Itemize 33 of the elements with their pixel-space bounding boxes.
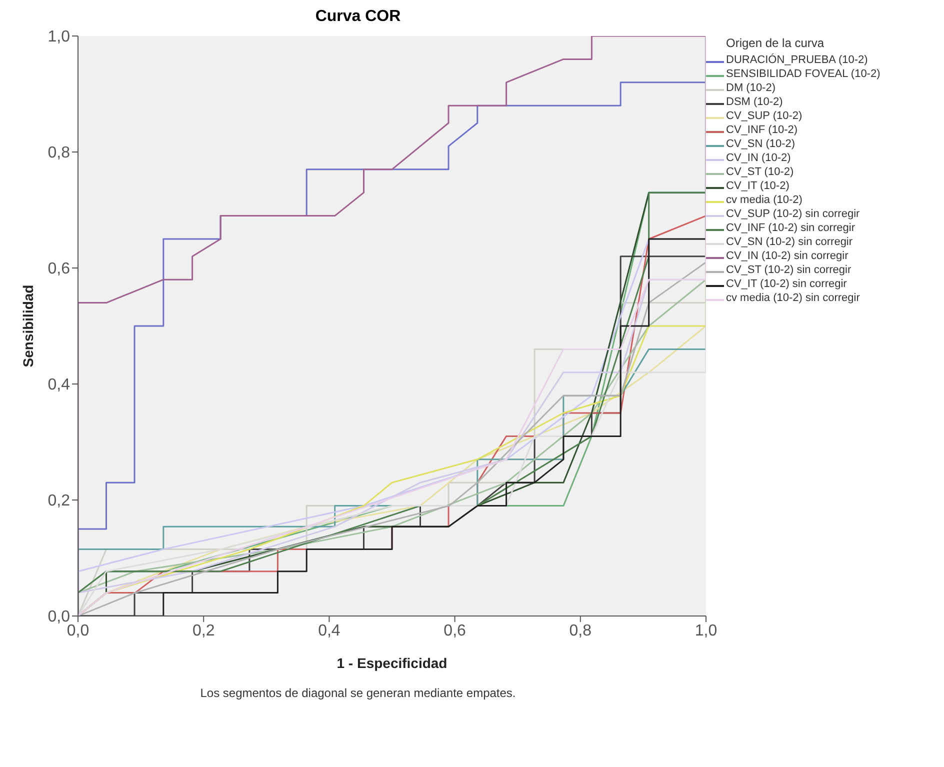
x-tick-label: 0,2 xyxy=(192,622,215,640)
x-tick-label: 0,6 xyxy=(444,622,466,640)
legend-title: Origen de la curva xyxy=(725,36,826,50)
legend-label: DSM (10-2) xyxy=(726,96,783,108)
chart-title: Curva COR xyxy=(314,8,402,26)
legend-label: DURACIÓN_PRUEBA (10-2) xyxy=(726,54,868,66)
legend-label: CV_IN (10-2) xyxy=(726,152,791,164)
legend-label: cv media (10-2) sin corregir xyxy=(726,292,860,304)
x-tick-label: 0,8 xyxy=(569,622,592,640)
legend-label: CV_SUP (10-2) sin corregir xyxy=(726,208,860,220)
legend-label: CV_INF (10-2) sin corregir xyxy=(726,222,855,234)
legend-label: SENSIBILIDAD FOVEAL (10-2) xyxy=(726,68,880,80)
legend-label: DM (10-2) xyxy=(726,82,776,94)
y-tick-label: 1,0 xyxy=(48,28,70,46)
y-tick-label: 0,6 xyxy=(48,260,70,278)
legend-label: cv media (10-2) xyxy=(726,194,802,206)
y-axis-title: Sensibilidad xyxy=(20,284,36,368)
legend-label: CV_ST (10-2) xyxy=(726,166,794,178)
y-tick-label: 0,2 xyxy=(48,492,70,510)
text: Los segmentos de diagonal se generan mediante empates. xyxy=(199,686,517,700)
legend-label: CV_ST (10-2) sin corregir xyxy=(726,264,852,276)
legend-label: CV_SN (10-2) sin corregir xyxy=(726,236,853,248)
legend-label: CV_IT (10-2) sin corregir xyxy=(726,278,847,290)
legend-label: CV_INF (10-2) xyxy=(726,124,798,136)
y-tick-label: 0,4 xyxy=(48,376,70,394)
x-tick-label: 0,4 xyxy=(318,622,340,640)
legend-label: CV_IT (10-2) xyxy=(726,180,790,192)
legend-label: CV_SN (10-2) xyxy=(726,138,796,150)
y-tick-label: 0,8 xyxy=(48,144,70,162)
x-axis-title: 1 - Especificidad xyxy=(336,655,448,671)
x-tick-label: 1,0 xyxy=(694,622,718,640)
legend-label: CV_IN (10-2) sin corregir xyxy=(726,250,848,262)
legend-label: CV_SUP (10-2) xyxy=(726,110,802,122)
